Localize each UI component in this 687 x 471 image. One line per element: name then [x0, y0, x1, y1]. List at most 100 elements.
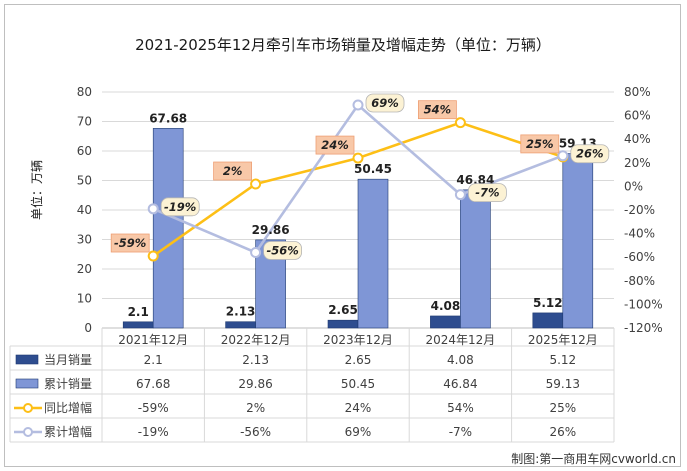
right-tick-label: -20% [624, 203, 655, 217]
right-tick-label: 0% [624, 179, 643, 193]
yoy-callout-box [110, 233, 150, 253]
chart-title: 2021-2025年12月牵引车市场销量及增幅走势（单位：万辆） [135, 36, 551, 54]
table-cell: 67.68 [136, 377, 170, 391]
cum-callout-box [570, 144, 610, 164]
left-tick-label: 50 [77, 174, 92, 188]
y-axis-label: 单位：万辆 [29, 160, 44, 220]
data-labels: 2.1 2.13 2.65 4.08 5.1267.6829.8650.4546.845… [110, 93, 610, 319]
cum-callout-label: -7% [475, 186, 499, 200]
bar-label: 50.45 [354, 162, 392, 176]
line-point [352, 99, 364, 111]
table-cell: 2.13 [242, 353, 269, 367]
table-cell: 46.84 [443, 377, 477, 391]
category-label: 2025年12月 [528, 333, 598, 347]
yoy-callout-box [213, 161, 253, 181]
cum-callout-box [160, 197, 200, 217]
category-label: 2022年12月 [221, 333, 291, 347]
table-cell: 54% [447, 401, 474, 415]
line-point [250, 246, 262, 258]
bar-cumulative [460, 189, 491, 329]
category-label: 2023年12月 [323, 333, 393, 347]
table-cell: 29.86 [238, 377, 272, 391]
yoy-callout-box [520, 134, 560, 154]
bar-monthly [225, 321, 256, 329]
legend-label: 当月销量 [44, 353, 92, 367]
category-label: 2021年12月 [118, 333, 188, 347]
table-cell: 26% [549, 425, 576, 439]
left-tick-label: 40 [77, 203, 92, 217]
left-axis-ticks: 0 10 20 30 40 50 60 70 80 [77, 85, 92, 335]
bar-label: 2.13 [226, 305, 256, 319]
yoy-callout-label: 25% [526, 137, 554, 151]
line-point [250, 178, 262, 190]
right-tick-label: -80% [624, 274, 655, 288]
line-point [557, 150, 569, 162]
yoy-callout-label: 54% [424, 103, 452, 117]
bar-label: 67.68 [149, 111, 187, 125]
legend-label: 同比增幅 [44, 400, 92, 415]
legend-key [23, 403, 33, 413]
table-cell: -59% [138, 401, 169, 415]
table-cell: 4.08 [447, 353, 474, 367]
bar-cumulative [152, 128, 184, 329]
bar-monthly [532, 312, 564, 329]
cum-callout-label: -56% [266, 243, 298, 257]
line-point [352, 152, 364, 164]
right-tick-label: 80% [624, 85, 651, 99]
cum-callout-label: 26% [576, 147, 604, 161]
right-tick-label: -60% [624, 250, 655, 264]
yoy-callout-label: 2% [223, 164, 243, 178]
cum-callout-label: -19% [164, 200, 196, 214]
left-tick-label: 60 [77, 144, 92, 158]
cum-callout-label: 69% [371, 96, 399, 110]
table-cell: -7% [449, 425, 472, 439]
bar-label: 29.86 [252, 223, 290, 237]
right-tick-label: -120% [624, 321, 663, 335]
bar-monthly [327, 319, 359, 329]
cum-callout-box [467, 183, 507, 203]
legend-label: 累计销量 [44, 377, 92, 391]
table-cell: 2.1 [144, 353, 163, 367]
yoy-callout-box [417, 100, 457, 120]
bar-label: 5.12 [533, 296, 563, 310]
table-cell: 2% [246, 401, 265, 415]
right-tick-label: 60% [624, 109, 651, 123]
right-tick-label: 40% [624, 132, 651, 146]
yoy-callout-label: 24% [321, 138, 349, 152]
table-cell: 59.13 [546, 377, 580, 391]
bar-label: 2.1 [128, 305, 149, 319]
bar-monthly [430, 315, 461, 329]
right-tick-label: 20% [624, 156, 651, 170]
left-tick-label: 10 [77, 292, 92, 306]
line-point [454, 117, 466, 129]
cum-callout-box [263, 241, 303, 260]
yoy-callout-label: -59% [114, 236, 146, 250]
table-cell: 2.65 [345, 353, 372, 367]
table-cell: 69% [345, 425, 372, 439]
left-tick-label: 80 [77, 85, 92, 99]
left-tick-label: 30 [77, 233, 92, 247]
yoy-callout-box [315, 135, 355, 155]
category-label: 2024年12月 [425, 333, 495, 347]
line-point [454, 189, 466, 201]
left-tick-label: 20 [77, 262, 92, 276]
line-series [147, 99, 569, 262]
table-cell: -56% [240, 425, 271, 439]
bar-label: 2.65 [328, 303, 358, 317]
cum-callout-box [365, 93, 405, 113]
bar-cumulative [562, 153, 594, 329]
bar-label: 4.08 [431, 299, 461, 313]
table-cell: 50.45 [341, 377, 375, 391]
legend-label: 累计增幅 [44, 424, 92, 439]
data-table: 2021年12月 2022年12月 2023年12月 2024年12月 2025年12月… [9, 328, 615, 443]
table-cell: 24% [345, 401, 372, 415]
legend-key [15, 354, 39, 365]
right-tick-label: -100% [624, 297, 663, 311]
bar-cumulative [357, 178, 389, 329]
right-axis-ticks: -120% -100% -80% -60% -40% -20% 0% 20% 40% 60% 80% [624, 85, 663, 335]
bar-monthly [122, 321, 154, 329]
legend-key [15, 378, 39, 389]
line-point [147, 203, 159, 215]
right-tick-label: -40% [624, 227, 655, 241]
